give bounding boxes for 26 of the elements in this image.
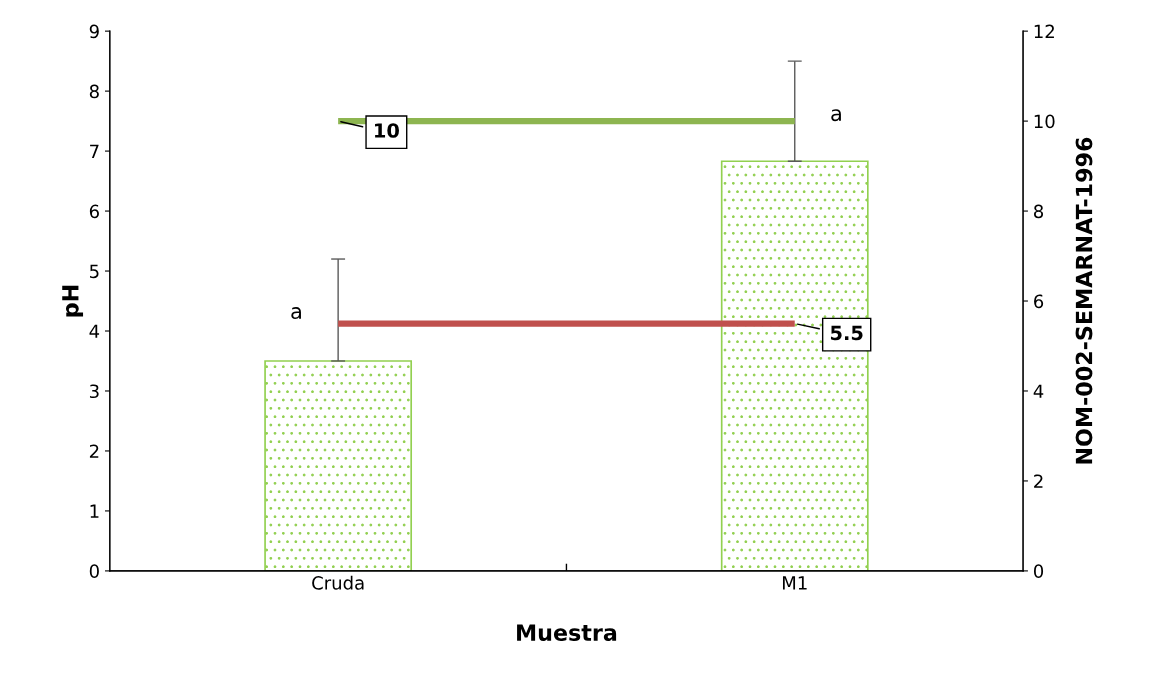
x-tick-label: Cruda — [312, 575, 364, 590]
y2-tick-label: 0 — [1033, 564, 1044, 579]
data-label: 5.5 — [830, 325, 863, 341]
y2-tick-label: 10 — [1034, 114, 1055, 129]
annotation: a — [831, 109, 841, 122]
y2-tick-label: 12 — [1034, 24, 1054, 38]
y-tick-label: 7 — [90, 144, 99, 158]
y-tick-label: 0 — [89, 564, 99, 579]
y-tick-label: 4 — [89, 324, 100, 338]
y-tick-label: 2 — [89, 444, 99, 458]
y2-axis-title: NOM-002-SEMARNAT-1996 — [1075, 137, 1093, 464]
data-label: 10 — [375, 123, 399, 138]
y-tick-label: 5 — [90, 264, 99, 279]
x-axis-title: Muestra — [517, 624, 617, 641]
y-tick-label: 1 — [90, 504, 99, 518]
y2-tick-label: 2 — [1034, 474, 1043, 488]
y-tick-label: 3 — [89, 384, 99, 399]
y2-tick-label: 4 — [1033, 384, 1044, 398]
y-axis-title: pH — [62, 285, 84, 317]
x-tick-label: M1 — [782, 576, 807, 590]
y-tick-label: 6 — [89, 204, 99, 219]
y2-tick-label: 6 — [1034, 294, 1044, 309]
y2-tick-label: 8 — [1034, 204, 1044, 219]
y-tick-label: 8 — [89, 84, 99, 99]
annotation: a — [291, 307, 301, 320]
y-tick-label: 9 — [89, 24, 99, 39]
